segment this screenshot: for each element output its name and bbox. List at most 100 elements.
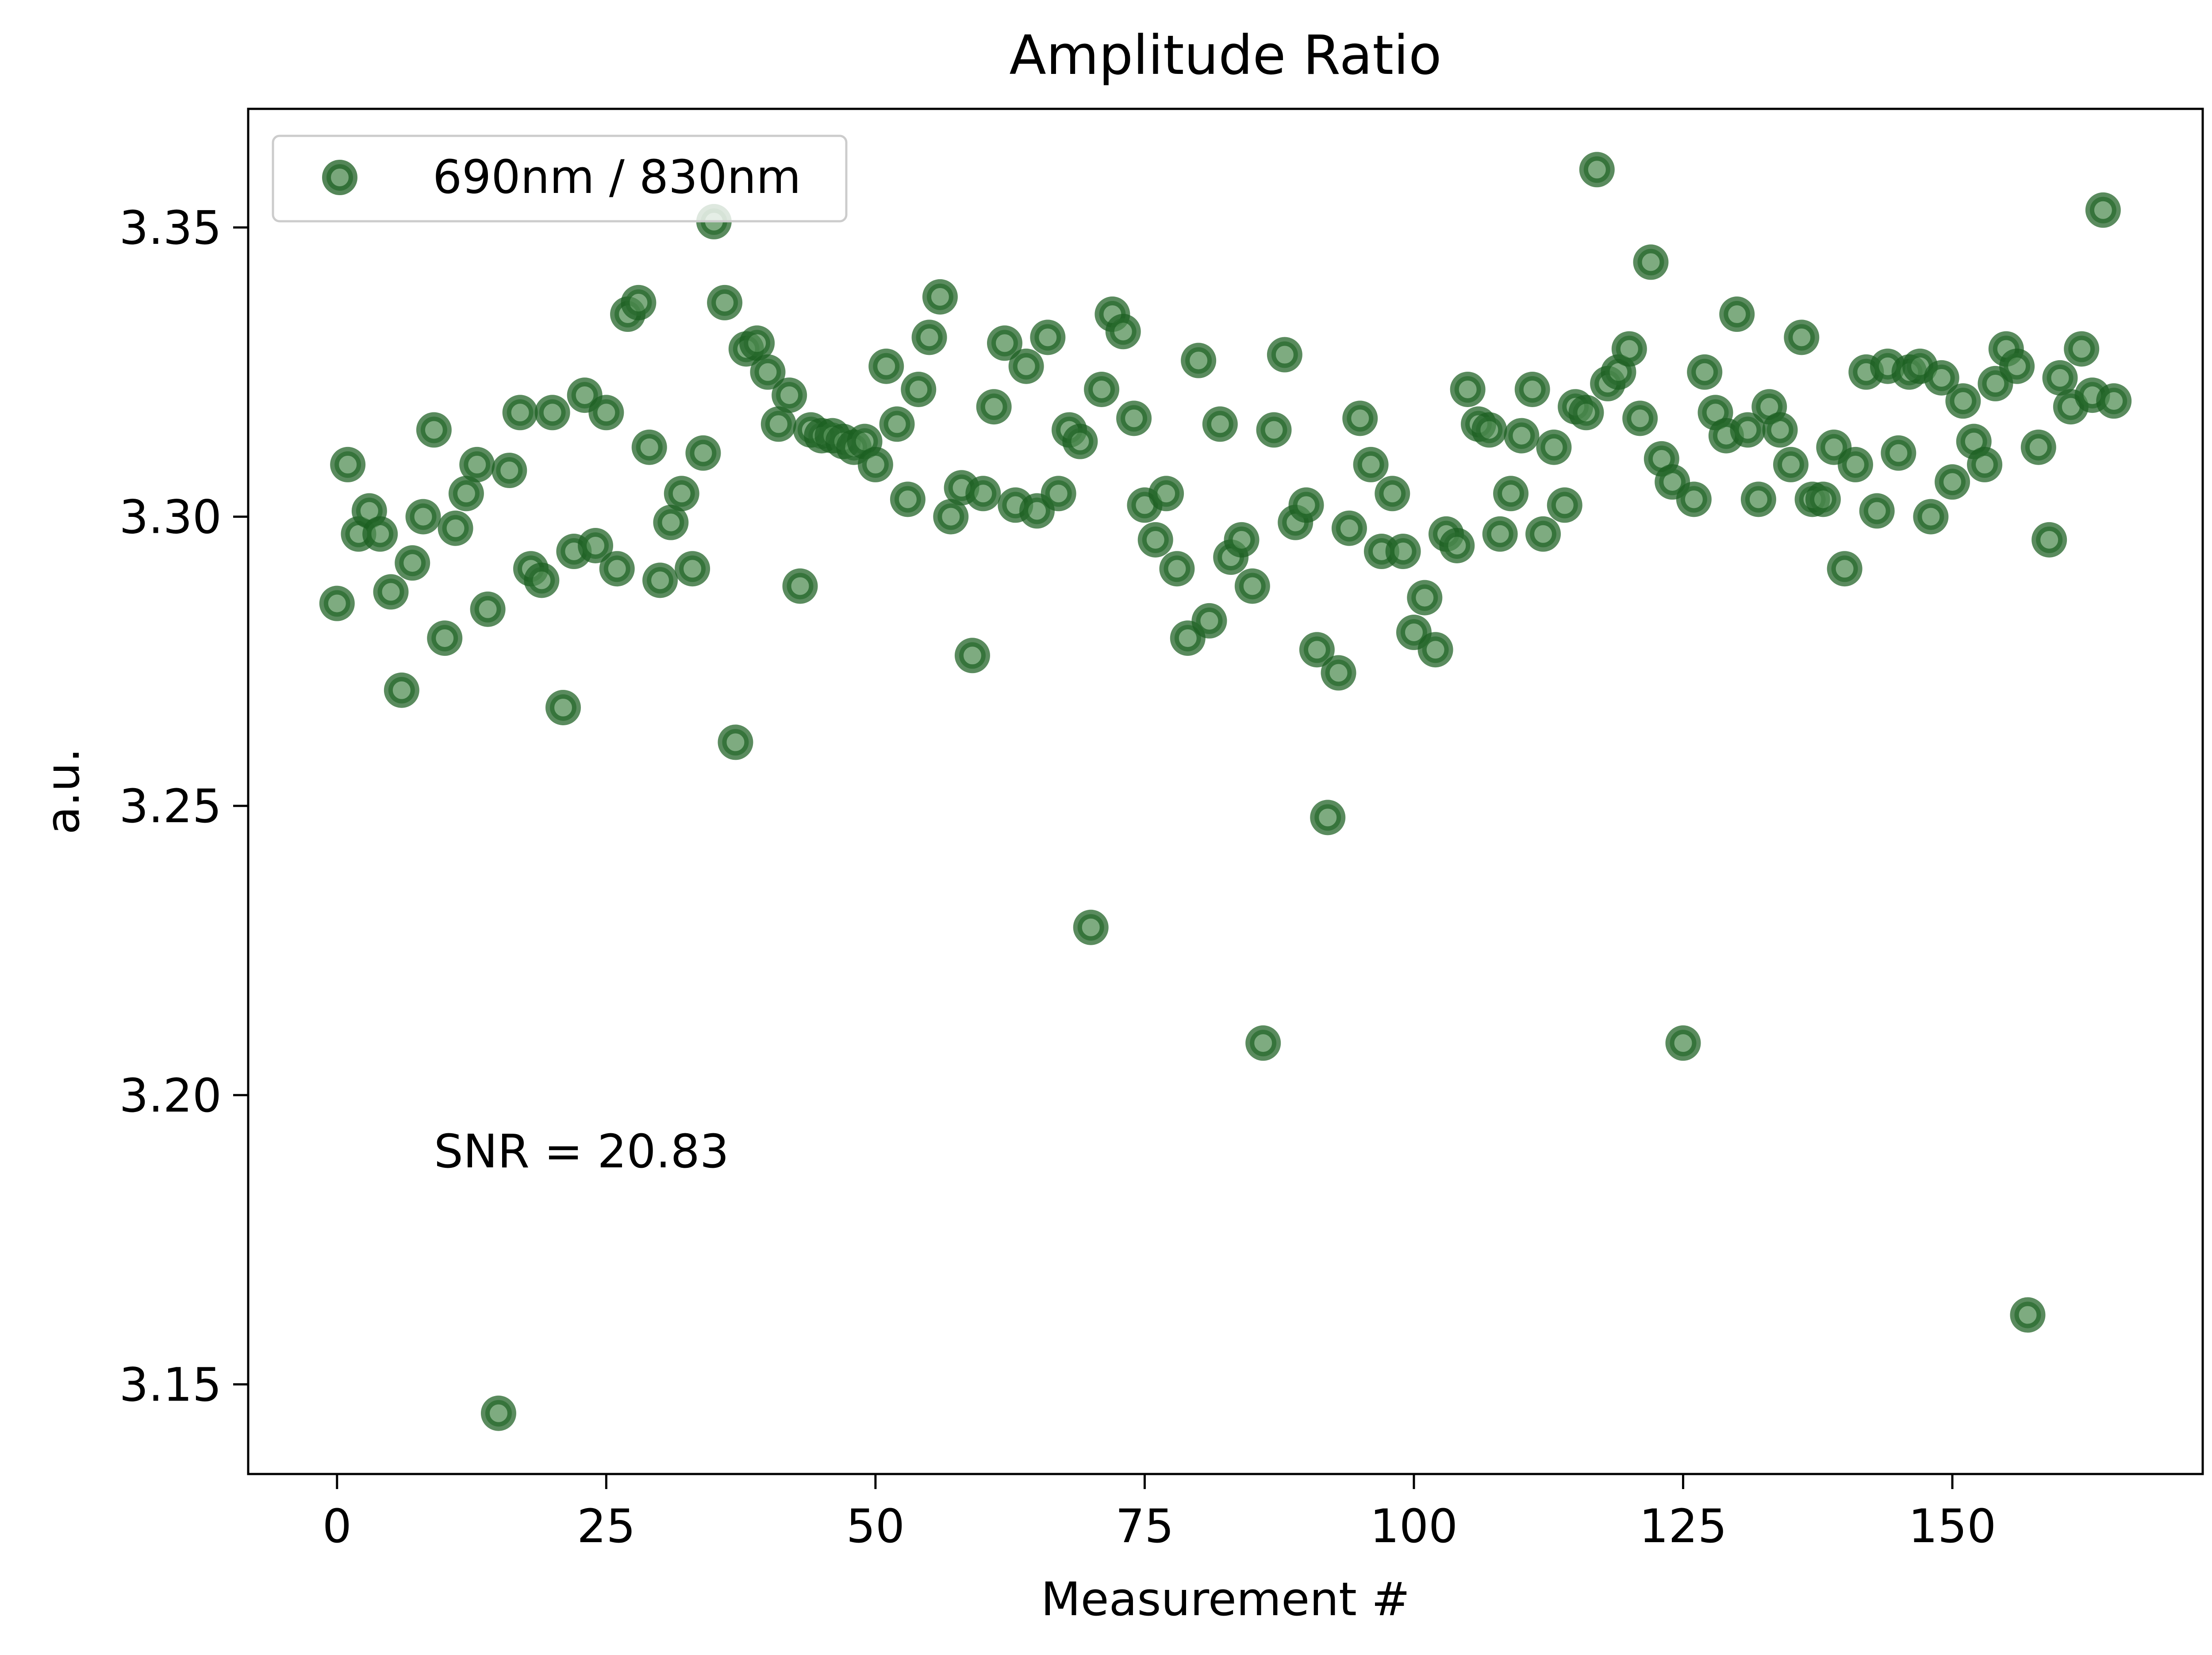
data-point — [718, 724, 753, 760]
data-point — [588, 395, 624, 431]
data-point — [1256, 412, 1292, 448]
y-tick-label: 3.35 — [119, 201, 222, 255]
data-point — [1234, 568, 1270, 604]
y-tick-label: 3.20 — [119, 1069, 222, 1123]
data-point — [2096, 383, 2132, 419]
data-point — [1945, 383, 1981, 419]
data-point — [405, 499, 441, 535]
x-axis-label: Measurement # — [1041, 1572, 1410, 1626]
data-point — [1719, 296, 1755, 332]
data-point — [1514, 371, 1550, 407]
data-point — [868, 348, 904, 384]
data-point — [448, 476, 484, 512]
data-point — [1116, 400, 1152, 436]
y-axis-ticks: 3.15 3.20 3.25 3.30 3.35 — [119, 201, 248, 1412]
data-point — [1008, 348, 1044, 384]
data-point — [685, 435, 721, 471]
data-point — [857, 446, 893, 482]
x-tick-label: 150 — [1909, 1499, 1997, 1553]
data-point — [1331, 510, 1367, 546]
data-point — [901, 371, 937, 407]
data-point — [1439, 527, 1475, 563]
data-point — [707, 285, 743, 320]
data-point — [760, 406, 796, 442]
data-point — [750, 354, 786, 390]
data-point — [438, 510, 473, 546]
data-point — [1622, 400, 1658, 436]
x-axis-ticks: 0 25 50 75 100 125 150 — [323, 1474, 1997, 1553]
data-point — [965, 476, 1001, 512]
data-point — [2085, 192, 2121, 228]
data-point — [911, 319, 947, 355]
data-point — [739, 325, 775, 361]
y-axis-label: a.u. — [36, 748, 90, 835]
data-point — [2020, 429, 2056, 465]
data-point — [1655, 464, 1690, 500]
y-tick-label: 3.30 — [119, 490, 222, 544]
data-point — [675, 551, 710, 587]
snr-annotation: SNR = 20.83 — [434, 1124, 729, 1178]
data-point — [1999, 348, 2035, 384]
data-point — [1935, 464, 1970, 500]
data-point — [1816, 429, 1852, 465]
x-tick-label: 125 — [1639, 1499, 1727, 1553]
data-point — [1611, 331, 1647, 367]
data-point — [545, 689, 581, 725]
data-point — [459, 446, 495, 482]
data-point — [1740, 481, 1776, 517]
data-point — [653, 504, 689, 540]
chart-title: Amplitude Ratio — [1009, 24, 1441, 87]
data-point — [1450, 371, 1486, 407]
data-point — [2010, 1297, 2046, 1333]
data-point — [492, 453, 527, 489]
data-point — [1396, 615, 1432, 650]
data-point — [1913, 499, 1949, 535]
y-tick-label: 3.25 — [119, 779, 222, 833]
data-point — [1762, 412, 1798, 448]
data-point — [416, 412, 452, 448]
data-point — [1924, 360, 1959, 396]
data-point — [1137, 522, 1173, 558]
data-point — [1967, 446, 2003, 482]
data-point — [1202, 406, 1238, 442]
data-point — [1407, 580, 1443, 616]
data-point — [1073, 909, 1109, 945]
data-point — [1676, 481, 1712, 517]
data-point — [1181, 343, 1217, 378]
data-point — [1224, 522, 1260, 558]
data-point — [524, 562, 560, 598]
data-point — [1148, 476, 1184, 512]
data-point — [1030, 319, 1066, 355]
data-point — [933, 499, 969, 535]
data-point — [1019, 493, 1055, 529]
data-point — [319, 585, 355, 621]
data-point — [502, 395, 538, 431]
data-point — [621, 285, 657, 320]
data-point — [599, 551, 635, 587]
data-point — [1084, 371, 1120, 407]
data-point — [1881, 435, 1916, 471]
x-tick-label: 25 — [577, 1499, 635, 1553]
data-point — [427, 620, 463, 656]
data-point — [976, 389, 1012, 425]
data-point — [1837, 446, 1873, 482]
data-point — [1321, 655, 1356, 691]
data-point — [1805, 481, 1841, 517]
data-point — [1170, 620, 1206, 656]
data-point — [631, 429, 667, 465]
data-point — [1687, 354, 1723, 390]
x-tick-label: 0 — [323, 1499, 352, 1553]
x-tick-label: 75 — [1115, 1499, 1174, 1553]
data-point — [578, 527, 614, 563]
data-point — [664, 476, 699, 512]
data-point — [1730, 412, 1766, 448]
data-point — [1504, 418, 1540, 454]
data-point — [1041, 476, 1076, 512]
data-point — [1784, 319, 1820, 355]
legend-marker — [322, 160, 357, 195]
data-point — [987, 325, 1022, 361]
data-point — [534, 395, 570, 431]
data-point — [1773, 446, 1809, 482]
